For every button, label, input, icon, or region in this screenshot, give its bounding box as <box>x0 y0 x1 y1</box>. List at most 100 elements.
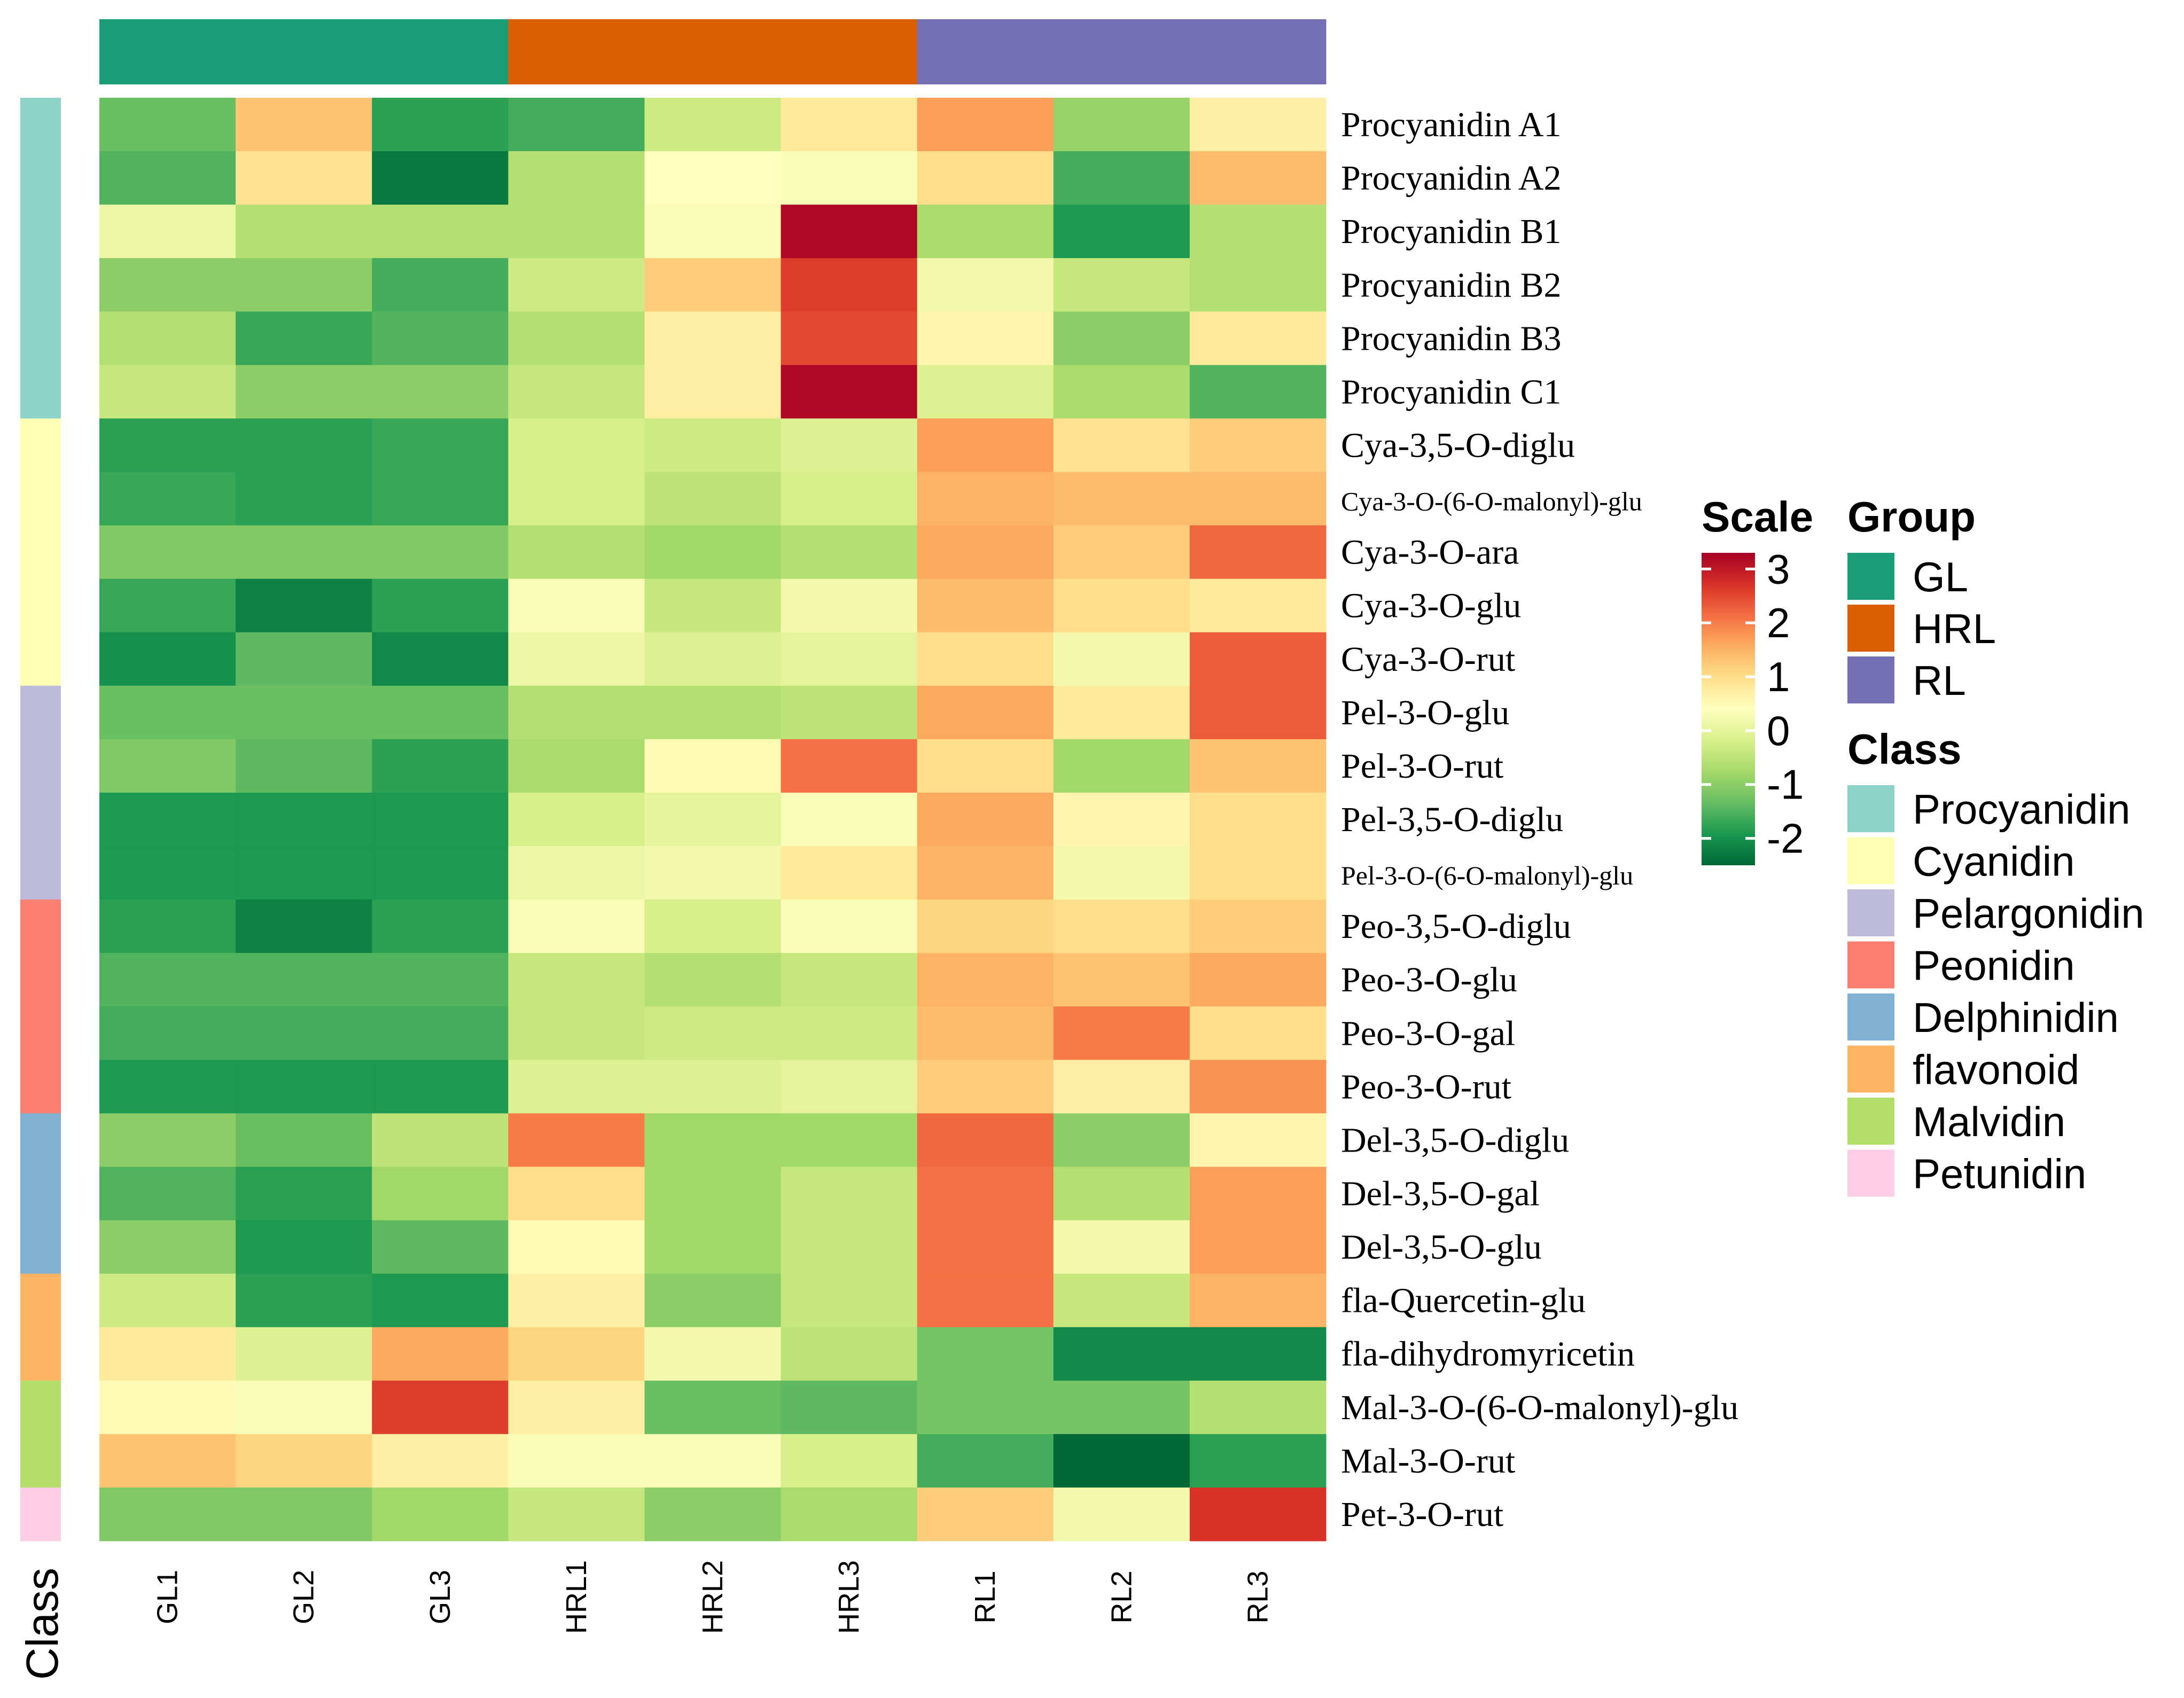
heatmap-cell <box>1053 418 1190 473</box>
heatmap-cell <box>644 472 782 526</box>
heatmap-cell <box>236 1060 372 1114</box>
heatmap-cell <box>644 685 782 740</box>
heatmap-cell <box>236 739 372 793</box>
heatmap-cell <box>1053 1273 1190 1328</box>
heatmap-cell <box>99 1434 236 1488</box>
group-bar-segment <box>99 19 236 84</box>
class-bar-segment <box>20 1380 61 1435</box>
group-legend-title: Group <box>1847 493 1976 541</box>
heatmap-cell <box>644 1006 782 1060</box>
heatmap-cell <box>236 1487 372 1541</box>
heatmap-cell <box>236 1273 372 1328</box>
heatmap-cell <box>236 953 372 1007</box>
heatmap-cell <box>781 953 918 1007</box>
class-legend-swatch <box>1847 1149 1894 1197</box>
class-legend-swatch <box>1847 993 1894 1040</box>
class-bar-segment <box>20 1487 61 1541</box>
heatmap-cell <box>781 846 918 900</box>
class-bar-segment <box>20 1434 61 1488</box>
class-bar-segment <box>20 846 61 900</box>
heatmap-cell <box>917 1006 1054 1060</box>
heatmap-cell <box>372 1487 509 1541</box>
heatmap-cell <box>781 1327 918 1381</box>
heatmap-cell <box>1053 578 1190 633</box>
heatmap-cell <box>372 1273 509 1328</box>
class-bar-segment <box>20 899 61 953</box>
heatmap-cell <box>917 1434 1054 1488</box>
heatmap-cell <box>917 739 1054 793</box>
heatmap-cell <box>917 1220 1054 1274</box>
heatmap-cell <box>1189 1380 1327 1435</box>
class-bar-segment <box>20 525 61 580</box>
heatmap-cell <box>917 578 1054 633</box>
heatmap-cell <box>1189 151 1327 205</box>
row-label: Mal-3-O-(6-O-malonyl)-glu <box>1341 1388 1738 1427</box>
heatmap-cell <box>781 1167 918 1221</box>
heatmap-cell <box>372 578 509 633</box>
heatmap-cell <box>508 1487 645 1541</box>
group-legend-label: RL <box>1913 657 1966 704</box>
heatmap-cell <box>781 899 918 953</box>
heatmap-cell <box>99 1273 236 1328</box>
class-legend-label: Cyanidin <box>1913 838 2075 885</box>
heatmap-cell <box>236 151 372 205</box>
heatmap-cell <box>508 311 645 365</box>
row-label: Peo-3-O-rut <box>1341 1067 1511 1106</box>
heatmap-cell <box>1189 311 1327 365</box>
heatmap-cell <box>781 418 918 473</box>
heatmap-cell <box>99 205 236 259</box>
heatmap-cell <box>372 1006 509 1060</box>
heatmap-cell <box>372 1327 509 1381</box>
heatmap-cell <box>508 1273 645 1328</box>
heatmap-cell <box>236 1006 372 1060</box>
row-label: Pel-3-O-(6-O-malonyl)-glu <box>1341 860 1633 890</box>
row-labels: Procyanidin A1 Procyanidin A2 Procyanidin … <box>1341 105 1738 1534</box>
heatmap-cell <box>372 472 509 526</box>
class-bar-segment <box>20 472 61 526</box>
heatmap-cell <box>372 1220 509 1274</box>
row-label: Pet-3-O-rut <box>1341 1495 1503 1534</box>
heatmap-cell <box>1189 258 1327 312</box>
heatmap-cell <box>644 525 782 580</box>
heatmap-cell <box>644 1327 782 1381</box>
heatmap-cell <box>781 151 918 205</box>
heatmap-cell <box>99 1220 236 1274</box>
heatmap-cell <box>99 418 236 473</box>
class-bar-segment <box>20 418 61 473</box>
group-bar-segment <box>917 19 1054 84</box>
heatmap-cell <box>508 685 645 740</box>
heatmap-cell <box>99 578 236 633</box>
class-annotation-bar <box>20 98 61 1541</box>
row-label: Del-3,5-O-gal <box>1341 1175 1540 1214</box>
heatmap-cell <box>99 1487 236 1541</box>
class-bar-segment <box>20 739 61 793</box>
heatmap-cell <box>508 151 645 205</box>
heatmap-cell <box>1053 792 1190 847</box>
heatmap-cell <box>508 365 645 419</box>
heatmap-cell <box>781 205 918 259</box>
heatmap-cell <box>917 632 1054 686</box>
heatmap-cell <box>372 1380 509 1435</box>
heatmap-cell <box>99 1380 236 1435</box>
class-bar-segment <box>20 311 61 365</box>
heatmap-cell <box>781 525 918 580</box>
class-legend-swatch <box>1847 837 1894 885</box>
group-legend-label: GL <box>1913 553 1968 600</box>
heatmap-cell <box>236 472 372 526</box>
heatmap-cell <box>508 739 645 793</box>
class-legend-swatch <box>1847 941 1894 989</box>
heatmap-cell <box>1053 1380 1190 1435</box>
heatmap-cell <box>644 311 782 365</box>
row-label: Cya-3-O-(6-O-malonyl)-glu <box>1341 487 1642 517</box>
heatmap-cell <box>1053 846 1190 900</box>
column-label: GL2 <box>288 1570 320 1624</box>
heatmap-cell <box>1189 418 1327 473</box>
heatmap-cell <box>236 1327 372 1381</box>
row-label: Pel-3,5-O-diglu <box>1341 800 1563 839</box>
heatmap-cell <box>1189 1487 1327 1541</box>
class-bar-segment <box>20 1327 61 1381</box>
heatmap-cell <box>236 1167 372 1221</box>
heatmap-cell <box>99 739 236 793</box>
color-scale-bar <box>1702 553 1755 865</box>
